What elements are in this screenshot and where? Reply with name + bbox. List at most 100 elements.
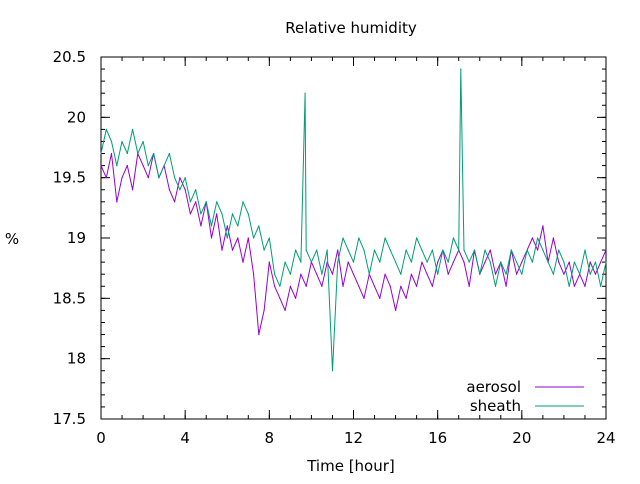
data-point-sheath bbox=[100, 152, 102, 155]
axes-layer: 0 4 8 12 16 20 24 17.5 18 18.5 19 19.5 20 20.5 bbox=[53, 48, 616, 447]
data-point-sheath bbox=[363, 249, 365, 251]
data-point-aerosol bbox=[416, 285, 418, 287]
data-point-aerosol bbox=[384, 273, 386, 275]
data-point-sheath bbox=[279, 285, 281, 287]
data-point-aerosol bbox=[352, 273, 355, 275]
data-point-sheath bbox=[484, 249, 486, 251]
data-point-sheath bbox=[395, 261, 397, 263]
data-point-sheath bbox=[184, 177, 186, 179]
data-point-aerosol bbox=[289, 285, 291, 287]
data-point-sheath bbox=[305, 249, 307, 251]
data-point-aerosol bbox=[247, 237, 249, 239]
data-point-aerosol bbox=[242, 261, 244, 263]
data-point-aerosol bbox=[589, 261, 591, 263]
data-point-sheath bbox=[263, 249, 265, 251]
data-point-aerosol bbox=[389, 285, 391, 287]
data-point-sheath bbox=[516, 261, 518, 263]
data-point-aerosol bbox=[231, 249, 234, 251]
data-point-aerosol bbox=[263, 309, 265, 311]
data-point-aerosol bbox=[132, 189, 134, 191]
x-tick-label: 4 bbox=[180, 429, 190, 447]
data-point-sheath bbox=[195, 189, 197, 191]
data-point-sheath bbox=[600, 285, 602, 287]
data-point-sheath bbox=[110, 140, 113, 143]
data-point-sheath bbox=[216, 201, 218, 203]
data-point-aerosol bbox=[147, 177, 149, 179]
data-point-aerosol bbox=[463, 261, 465, 263]
data-point-aerosol bbox=[226, 225, 228, 227]
data-point-aerosol bbox=[300, 273, 302, 275]
data-point-sheath bbox=[368, 273, 370, 275]
data-point-aerosol bbox=[337, 249, 339, 251]
y-tick-label: 20.5 bbox=[53, 48, 86, 66]
data-point-aerosol bbox=[421, 261, 423, 263]
y-tick-label: 18.5 bbox=[53, 289, 86, 307]
data-point-aerosol bbox=[468, 285, 470, 287]
data-point-aerosol bbox=[195, 201, 197, 203]
data-point-sheath bbox=[594, 261, 597, 263]
data-point-sheath bbox=[373, 249, 376, 251]
data-point-aerosol bbox=[274, 285, 276, 287]
data-point-sheath bbox=[416, 237, 418, 239]
data-point-aerosol bbox=[431, 285, 433, 287]
data-point-aerosol bbox=[189, 213, 191, 215]
data-point-aerosol bbox=[221, 249, 223, 251]
data-point-aerosol bbox=[531, 237, 534, 239]
data-point-aerosol bbox=[126, 165, 128, 167]
data-point-sheath bbox=[289, 273, 291, 275]
data-point-sheath bbox=[247, 213, 249, 215]
data-point-sheath bbox=[295, 249, 297, 251]
data-point-aerosol bbox=[216, 213, 218, 215]
data-point-sheath bbox=[231, 213, 234, 215]
data-point-aerosol bbox=[521, 261, 523, 263]
data-point-aerosol bbox=[542, 225, 544, 227]
data-point-aerosol bbox=[268, 261, 270, 263]
y-tick-label: 20 bbox=[67, 108, 86, 126]
data-point-aerosol bbox=[142, 165, 144, 167]
data-point-aerosol bbox=[558, 261, 560, 263]
data-point-aerosol bbox=[489, 249, 491, 251]
data-point-aerosol bbox=[494, 273, 497, 275]
data-point-sheath bbox=[405, 249, 407, 251]
data-point-sheath bbox=[584, 249, 586, 251]
data-point-sheath bbox=[316, 249, 318, 251]
data-point-sheath bbox=[542, 249, 544, 251]
data-point-sheath bbox=[526, 249, 528, 251]
data-point-sheath bbox=[226, 237, 228, 239]
x-tick-label: 20 bbox=[512, 429, 531, 447]
data-point-aerosol bbox=[284, 309, 286, 311]
data-point-sheath bbox=[426, 261, 428, 263]
data-point-sheath bbox=[168, 152, 170, 155]
data-point-aerosol bbox=[305, 285, 307, 287]
data-point-sheath bbox=[505, 273, 507, 275]
data-point-sheath bbox=[468, 261, 470, 263]
x-tick-label: 16 bbox=[428, 429, 447, 447]
data-point-sheath bbox=[547, 261, 549, 263]
data-point-sheath bbox=[521, 273, 523, 275]
data-point-aerosol bbox=[410, 273, 412, 275]
data-point-aerosol bbox=[605, 249, 607, 251]
y-tick-label: 19 bbox=[67, 229, 86, 247]
data-point-sheath bbox=[174, 177, 176, 179]
data-point-aerosol bbox=[594, 273, 597, 275]
data-point-sheath bbox=[121, 140, 123, 143]
data-point-sheath bbox=[105, 128, 107, 130]
x-tick-label: 12 bbox=[344, 429, 363, 447]
data-point-aerosol bbox=[321, 285, 323, 287]
data-point-sheath bbox=[489, 261, 491, 263]
plot-frame bbox=[100, 56, 607, 420]
data-point-sheath bbox=[389, 249, 391, 251]
data-point-sheath bbox=[158, 177, 160, 179]
data-point-sheath bbox=[400, 273, 402, 275]
data-point-aerosol bbox=[116, 201, 118, 203]
legend-label-aerosol: aerosol bbox=[466, 378, 521, 396]
data-point-aerosol bbox=[358, 285, 360, 287]
data-point-sheath bbox=[116, 165, 118, 167]
data-point-sheath bbox=[300, 261, 302, 263]
data-point-aerosol bbox=[537, 249, 539, 251]
chart-title: Relative humidity bbox=[285, 19, 417, 37]
data-point-sheath bbox=[358, 237, 360, 239]
data-point-sheath bbox=[442, 249, 444, 251]
